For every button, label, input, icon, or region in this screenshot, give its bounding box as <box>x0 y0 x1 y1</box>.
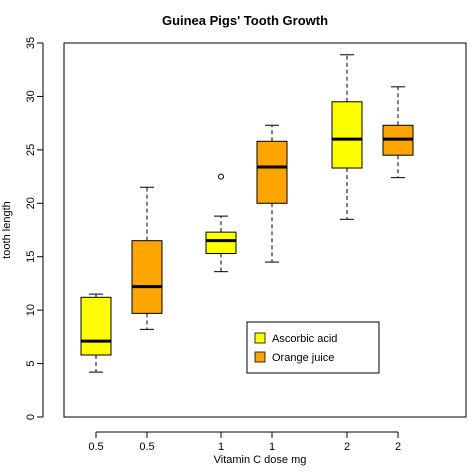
y-tick-label: 35 <box>25 37 37 49</box>
box-item <box>80 293 112 373</box>
box-outlier <box>218 173 224 180</box>
box-body <box>331 101 363 169</box>
y-tick-label: 20 <box>25 197 37 209</box>
box-item <box>131 186 163 330</box>
chart-title: Guinea Pigs' Tooth Growth <box>162 13 328 28</box>
box-body <box>256 140 288 204</box>
x-tick-label: 1 <box>269 441 275 453</box>
box-item <box>205 173 237 273</box>
box-body <box>131 240 163 314</box>
y-tick-label: 15 <box>25 251 37 263</box>
x-tick-label: 0.5 <box>88 441 103 453</box>
y-axis: 0 5 10 15 20 25 30 35 <box>25 37 44 420</box>
x-tick-label: 2 <box>395 441 401 453</box>
box-item <box>382 86 414 179</box>
box-group <box>80 54 414 373</box>
box-item <box>331 54 363 220</box>
y-axis-label: tooth length <box>1 201 13 259</box>
legend-swatch-orange-juice <box>254 351 266 363</box>
legend-label-ascorbic-acid: Ascorbic acid <box>272 333 337 345</box>
legend-label-orange-juice: Orange juice <box>272 352 334 364</box>
box-body <box>80 296 112 356</box>
y-tick-label: 25 <box>25 144 37 156</box>
box-item <box>256 124 288 263</box>
y-tick-label: 30 <box>25 90 37 102</box>
legend: Ascorbic acid Orange juice <box>246 321 380 374</box>
y-tick-label: 5 <box>25 361 37 367</box>
x-axis-label: Vitamin C dose mg <box>214 454 307 466</box>
plot-frame <box>63 42 467 418</box>
x-tick-label: 1 <box>218 441 224 453</box>
box-body <box>205 231 237 255</box>
legend-swatch-ascorbic-acid <box>254 332 266 344</box>
x-axis: 0.5 0.5 1 1 2 2 <box>88 431 401 453</box>
y-tick-label: 0 <box>25 414 37 420</box>
x-tick-label: 0.5 <box>139 441 154 453</box>
x-tick-label: 2 <box>344 441 350 453</box>
legend-frame <box>246 321 380 374</box>
y-tick-label: 10 <box>25 304 37 316</box>
